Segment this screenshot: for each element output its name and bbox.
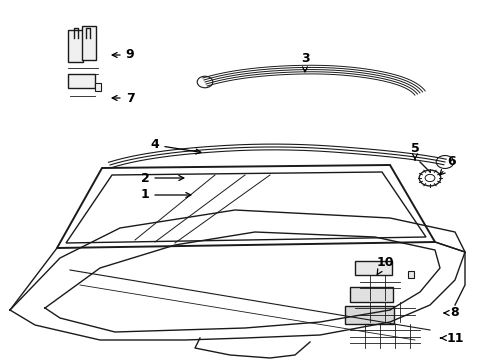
Text: 5: 5 [411, 141, 419, 160]
FancyBboxPatch shape [350, 287, 393, 302]
Text: 6: 6 [440, 156, 456, 175]
Text: 7: 7 [112, 91, 134, 104]
FancyBboxPatch shape [95, 83, 101, 91]
FancyBboxPatch shape [68, 30, 83, 62]
Text: 3: 3 [301, 51, 309, 72]
FancyBboxPatch shape [82, 26, 96, 60]
Circle shape [419, 170, 441, 186]
Circle shape [197, 76, 213, 88]
Text: 11: 11 [441, 332, 464, 345]
Text: 9: 9 [112, 49, 134, 62]
Text: 8: 8 [444, 306, 459, 320]
Text: 10: 10 [376, 256, 394, 274]
FancyBboxPatch shape [345, 306, 394, 324]
Text: 1: 1 [141, 189, 191, 202]
Text: 4: 4 [150, 139, 201, 154]
Circle shape [436, 156, 454, 168]
FancyBboxPatch shape [408, 271, 414, 278]
FancyBboxPatch shape [68, 73, 95, 88]
FancyBboxPatch shape [355, 261, 392, 275]
Text: 2: 2 [141, 171, 184, 184]
